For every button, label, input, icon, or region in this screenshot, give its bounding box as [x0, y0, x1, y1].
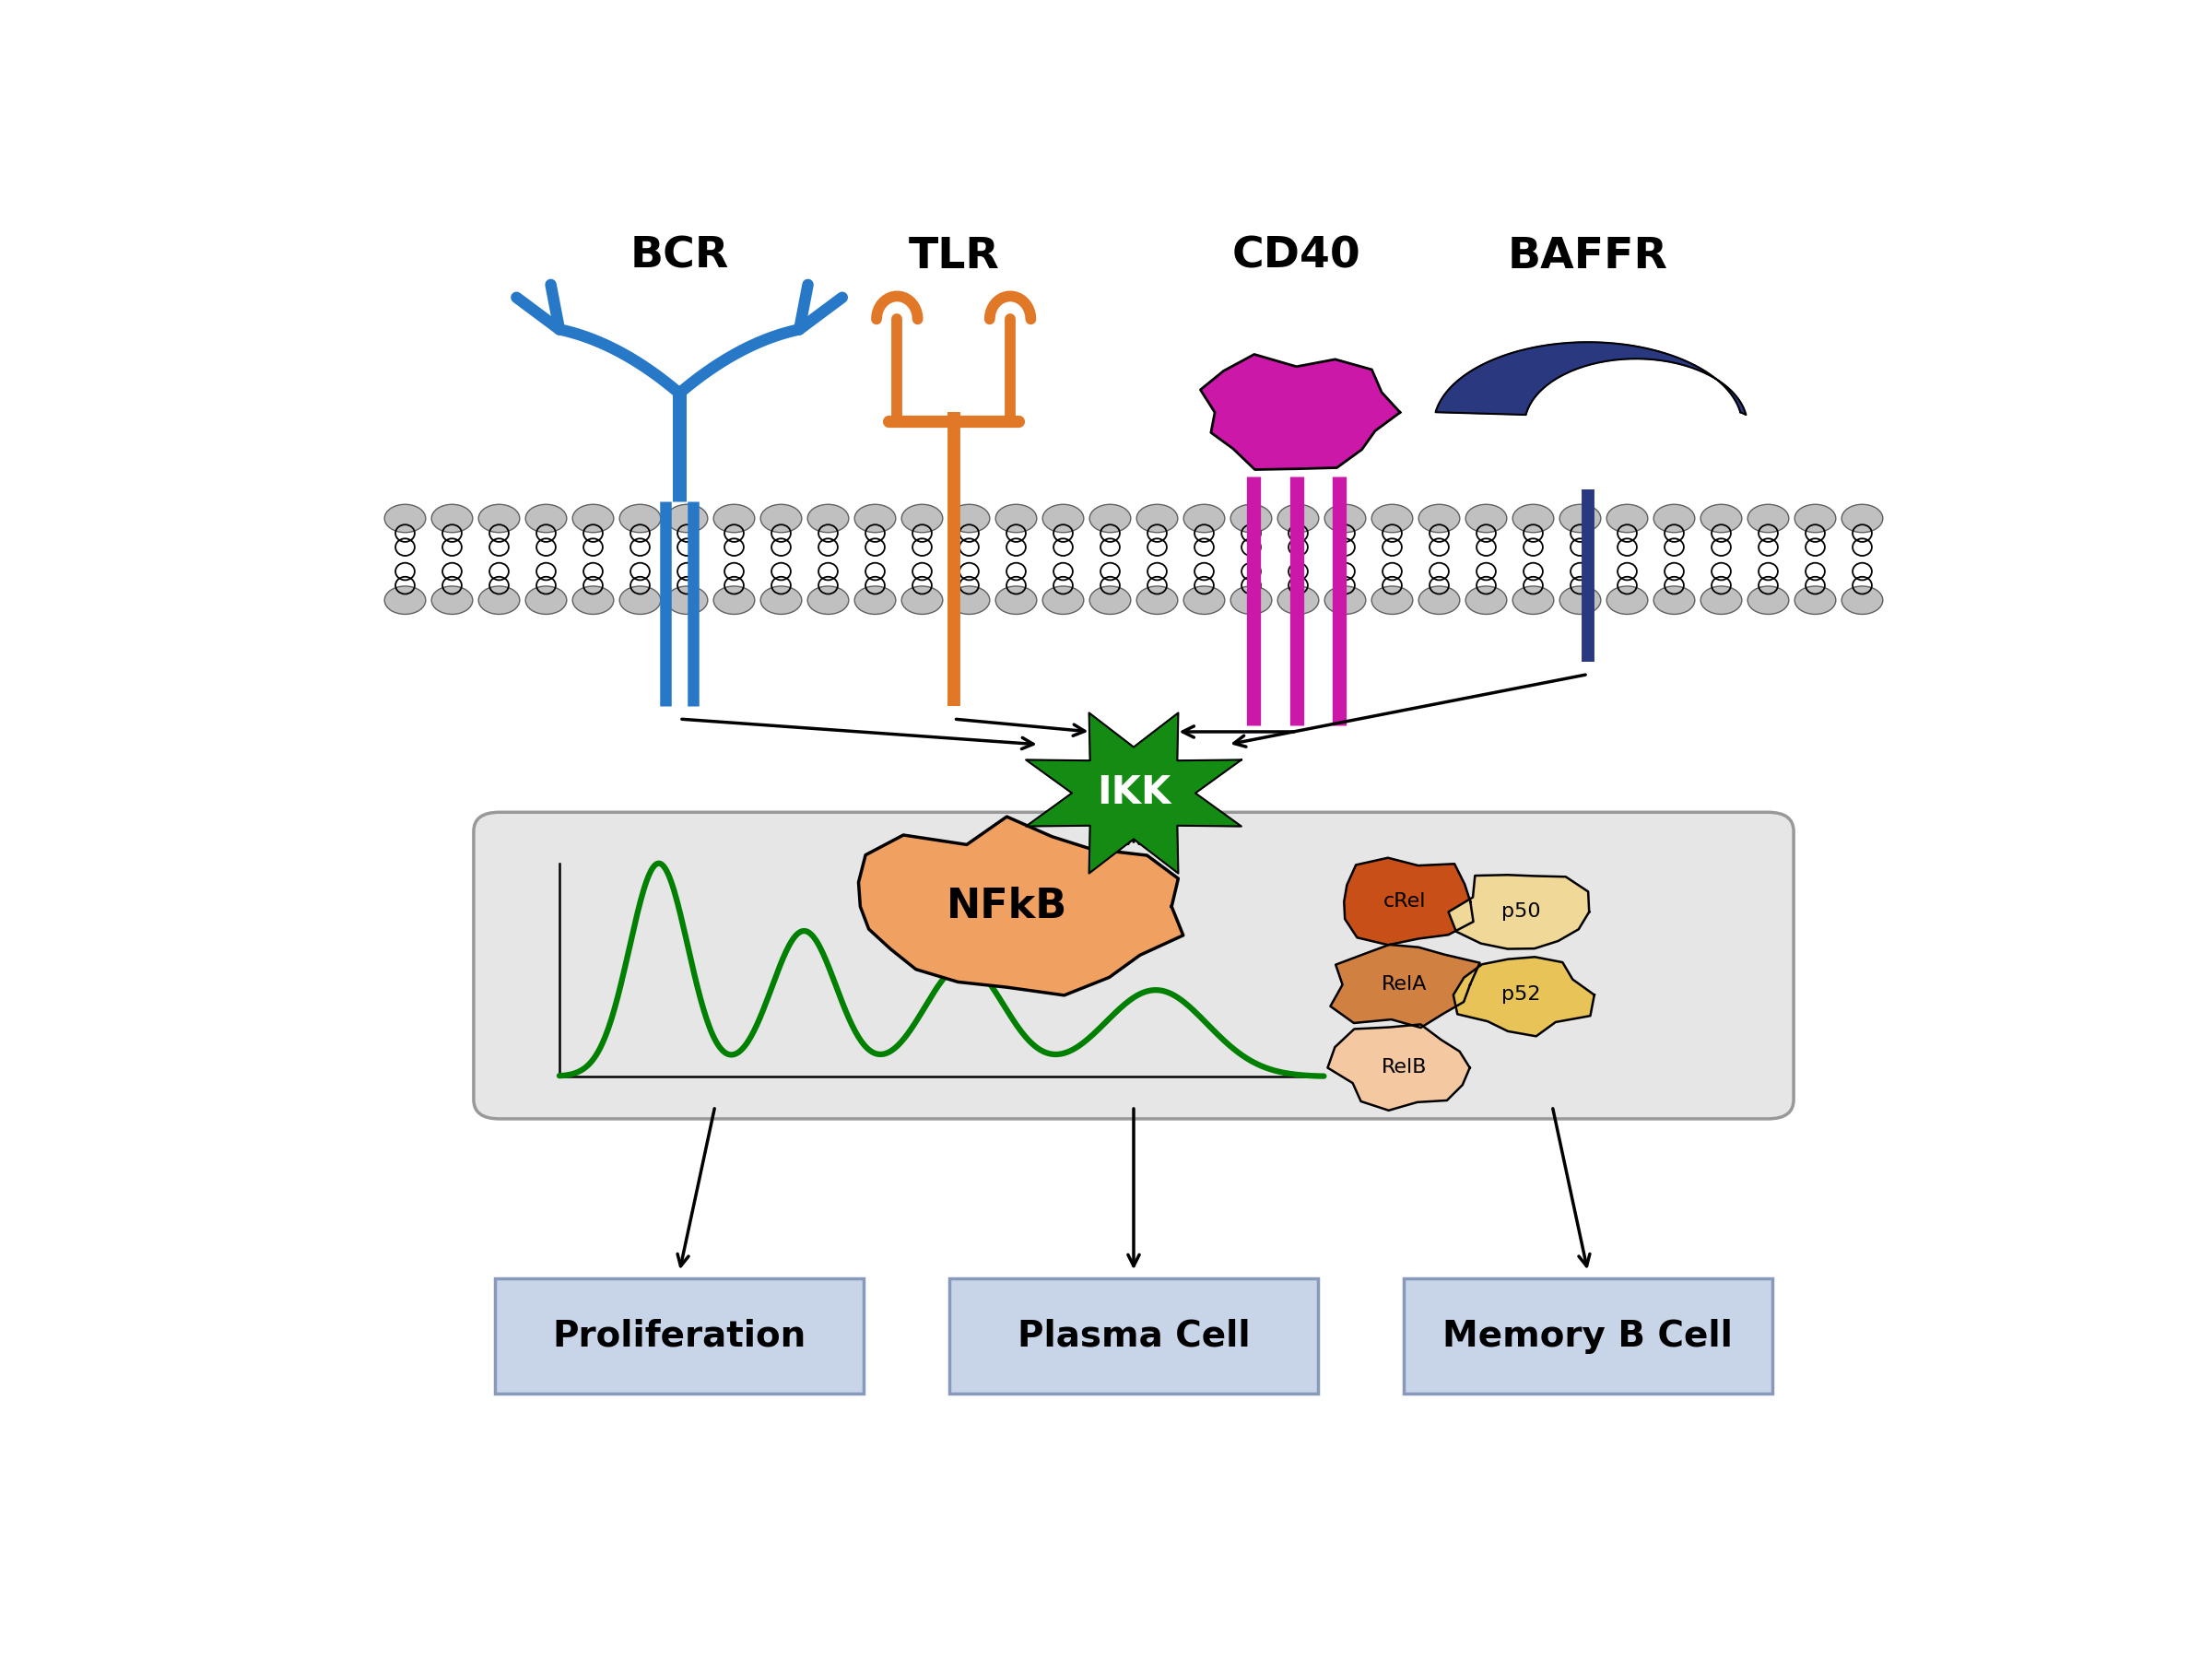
Text: Plasma Cell: Plasma Cell [1018, 1319, 1250, 1354]
Polygon shape [1436, 342, 1745, 415]
Text: BCR: BCR [630, 236, 728, 277]
Ellipse shape [1137, 586, 1177, 614]
Ellipse shape [949, 504, 989, 533]
Text: BAFFR: BAFFR [1509, 236, 1668, 277]
Ellipse shape [431, 504, 473, 533]
Ellipse shape [1371, 504, 1413, 533]
Ellipse shape [1137, 504, 1177, 533]
Ellipse shape [1183, 586, 1225, 614]
Ellipse shape [1747, 504, 1790, 533]
Ellipse shape [714, 504, 754, 533]
Ellipse shape [1042, 504, 1084, 533]
Ellipse shape [1325, 586, 1365, 614]
Ellipse shape [761, 586, 801, 614]
Ellipse shape [854, 504, 896, 533]
Text: TLR: TLR [909, 236, 1000, 277]
Text: NFkB: NFkB [947, 886, 1066, 926]
Text: CD40: CD40 [1232, 236, 1360, 277]
Ellipse shape [902, 504, 942, 533]
Polygon shape [858, 816, 1183, 995]
Ellipse shape [1559, 586, 1601, 614]
FancyBboxPatch shape [949, 1279, 1318, 1394]
FancyBboxPatch shape [495, 1279, 863, 1394]
Ellipse shape [1606, 504, 1648, 533]
Ellipse shape [1794, 504, 1836, 533]
Polygon shape [1345, 858, 1473, 946]
Ellipse shape [807, 504, 849, 533]
Ellipse shape [1230, 586, 1272, 614]
Ellipse shape [666, 586, 708, 614]
Ellipse shape [1091, 586, 1130, 614]
Text: RelB: RelB [1382, 1058, 1427, 1077]
Ellipse shape [714, 586, 754, 614]
Ellipse shape [1042, 586, 1084, 614]
Ellipse shape [1371, 586, 1413, 614]
Text: p52: p52 [1502, 985, 1542, 1004]
Polygon shape [1327, 1024, 1469, 1110]
Ellipse shape [385, 504, 425, 533]
Ellipse shape [854, 586, 896, 614]
Ellipse shape [1513, 504, 1553, 533]
Ellipse shape [573, 504, 613, 533]
Ellipse shape [1606, 586, 1648, 614]
Ellipse shape [1325, 504, 1365, 533]
Polygon shape [1201, 355, 1400, 469]
Text: cRel: cRel [1382, 893, 1427, 911]
Ellipse shape [619, 586, 661, 614]
Ellipse shape [526, 504, 566, 533]
Ellipse shape [1701, 586, 1741, 614]
Polygon shape [1026, 713, 1241, 873]
Ellipse shape [807, 586, 849, 614]
Ellipse shape [1843, 586, 1882, 614]
Ellipse shape [1843, 504, 1882, 533]
Ellipse shape [666, 504, 708, 533]
Ellipse shape [1655, 504, 1694, 533]
Ellipse shape [526, 586, 566, 614]
Ellipse shape [949, 586, 989, 614]
Ellipse shape [1091, 504, 1130, 533]
Ellipse shape [385, 586, 425, 614]
Text: Proliferation: Proliferation [553, 1319, 805, 1354]
Ellipse shape [995, 586, 1037, 614]
Ellipse shape [1747, 586, 1790, 614]
Ellipse shape [902, 586, 942, 614]
Ellipse shape [1418, 504, 1460, 533]
Ellipse shape [1559, 504, 1601, 533]
Ellipse shape [761, 504, 801, 533]
Ellipse shape [1467, 504, 1506, 533]
Ellipse shape [1279, 504, 1318, 533]
Ellipse shape [619, 504, 661, 533]
Ellipse shape [1701, 504, 1741, 533]
Text: Memory B Cell: Memory B Cell [1442, 1319, 1732, 1354]
Ellipse shape [573, 586, 613, 614]
Ellipse shape [1467, 586, 1506, 614]
Polygon shape [1453, 957, 1595, 1037]
Ellipse shape [1655, 586, 1694, 614]
Ellipse shape [1279, 586, 1318, 614]
Ellipse shape [1230, 504, 1272, 533]
Ellipse shape [478, 504, 520, 533]
Ellipse shape [1794, 586, 1836, 614]
Ellipse shape [1418, 586, 1460, 614]
Ellipse shape [431, 586, 473, 614]
FancyBboxPatch shape [1405, 1279, 1772, 1394]
Text: RelA: RelA [1382, 975, 1427, 994]
Polygon shape [1449, 874, 1588, 949]
FancyBboxPatch shape [473, 813, 1794, 1118]
Text: IKK: IKK [1097, 773, 1170, 813]
Ellipse shape [995, 504, 1037, 533]
Ellipse shape [1513, 586, 1553, 614]
Ellipse shape [478, 586, 520, 614]
Text: p50: p50 [1502, 902, 1542, 921]
Ellipse shape [1183, 504, 1225, 533]
Polygon shape [1329, 944, 1480, 1027]
